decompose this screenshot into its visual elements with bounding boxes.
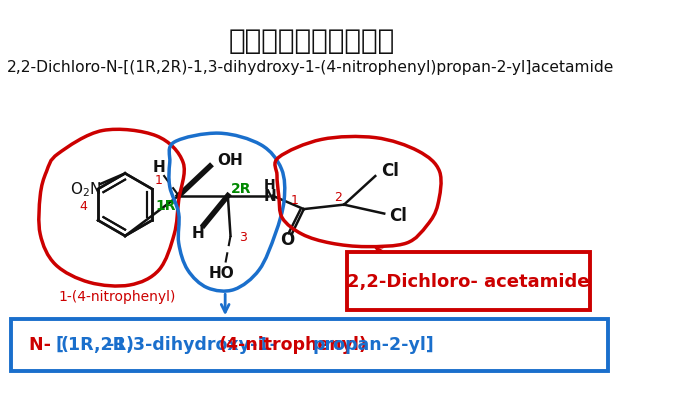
Text: -1,3-dihydroxy-1-: -1,3-dihydroxy-1- — [107, 336, 277, 354]
Bar — [10, 319, 607, 371]
Text: 1: 1 — [155, 174, 163, 187]
Text: N-: N- — [29, 336, 63, 354]
Text: H: H — [192, 226, 205, 241]
Text: H: H — [153, 160, 165, 175]
Text: 4: 4 — [79, 200, 87, 213]
Text: (4-nitrophenyl): (4-nitrophenyl) — [219, 336, 368, 354]
Text: 1-(4-nitrophenyl): 1-(4-nitrophenyl) — [58, 290, 175, 303]
Text: Cl: Cl — [380, 162, 399, 180]
Text: $\mathsf{O_2N}$: $\mathsf{O_2N}$ — [70, 180, 101, 199]
Text: O: O — [280, 231, 294, 249]
Text: 2,2-Dichloro- acetamide: 2,2-Dichloro- acetamide — [347, 273, 589, 291]
Text: 1R: 1R — [156, 199, 176, 214]
Text: クロラムフェニコール: クロラムフェニコール — [229, 27, 395, 55]
Text: [: [ — [55, 336, 64, 354]
Bar — [347, 252, 590, 310]
Text: Cl: Cl — [389, 207, 408, 225]
Text: H: H — [264, 178, 276, 192]
Text: OH: OH — [217, 154, 243, 168]
Text: HO: HO — [209, 266, 235, 281]
Text: propan-2-yl]: propan-2-yl] — [313, 336, 434, 354]
Text: 3: 3 — [239, 231, 247, 244]
Text: 2R: 2R — [230, 183, 251, 196]
Text: 2,2-Dichloro-N-[(1R,2R)-1,3-dihydroxy-1-(4-nitrophenyl)propan-2-yl]acetamide: 2,2-Dichloro-N-[(1R,2R)-1,3-dihydroxy-1-… — [7, 60, 614, 75]
Text: (1R,2R): (1R,2R) — [61, 336, 135, 354]
Text: N: N — [263, 189, 276, 204]
Text: 2: 2 — [334, 191, 342, 204]
Text: 1: 1 — [291, 194, 299, 207]
